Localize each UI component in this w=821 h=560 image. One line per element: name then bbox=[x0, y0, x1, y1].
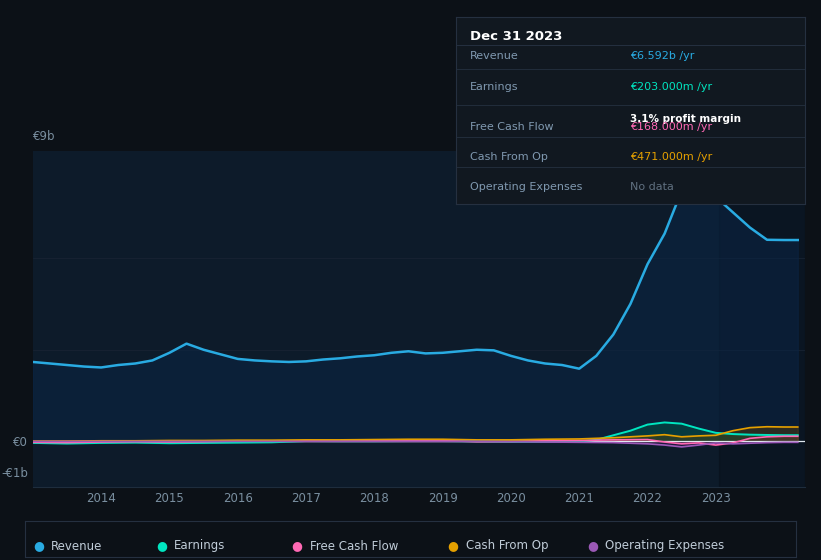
Text: Revenue: Revenue bbox=[470, 50, 518, 60]
Text: Revenue: Revenue bbox=[51, 539, 103, 553]
Bar bbox=[719, 151, 805, 487]
Text: €6.592b /yr: €6.592b /yr bbox=[631, 50, 695, 60]
Text: €168.000m /yr: €168.000m /yr bbox=[631, 122, 713, 132]
Text: Free Cash Flow: Free Cash Flow bbox=[310, 539, 398, 553]
Text: €9b: €9b bbox=[33, 130, 55, 143]
Text: Operating Expenses: Operating Expenses bbox=[470, 182, 582, 192]
Text: ●: ● bbox=[447, 539, 458, 553]
Text: Operating Expenses: Operating Expenses bbox=[605, 539, 724, 553]
Text: ●: ● bbox=[156, 539, 167, 553]
Text: €203.000m /yr: €203.000m /yr bbox=[631, 82, 713, 92]
Text: ●: ● bbox=[33, 539, 44, 553]
Text: Dec 31 2023: Dec 31 2023 bbox=[470, 30, 562, 43]
Text: Earnings: Earnings bbox=[470, 82, 518, 92]
Text: ●: ● bbox=[587, 539, 598, 553]
Text: €471.000m /yr: €471.000m /yr bbox=[631, 152, 713, 162]
Text: Cash From Op: Cash From Op bbox=[466, 539, 548, 553]
Text: Free Cash Flow: Free Cash Flow bbox=[470, 122, 553, 132]
Text: No data: No data bbox=[631, 182, 674, 192]
Text: Cash From Op: Cash From Op bbox=[470, 152, 548, 162]
Text: Earnings: Earnings bbox=[174, 539, 226, 553]
Text: 3.1% profit margin: 3.1% profit margin bbox=[631, 114, 741, 124]
Text: ●: ● bbox=[291, 539, 302, 553]
